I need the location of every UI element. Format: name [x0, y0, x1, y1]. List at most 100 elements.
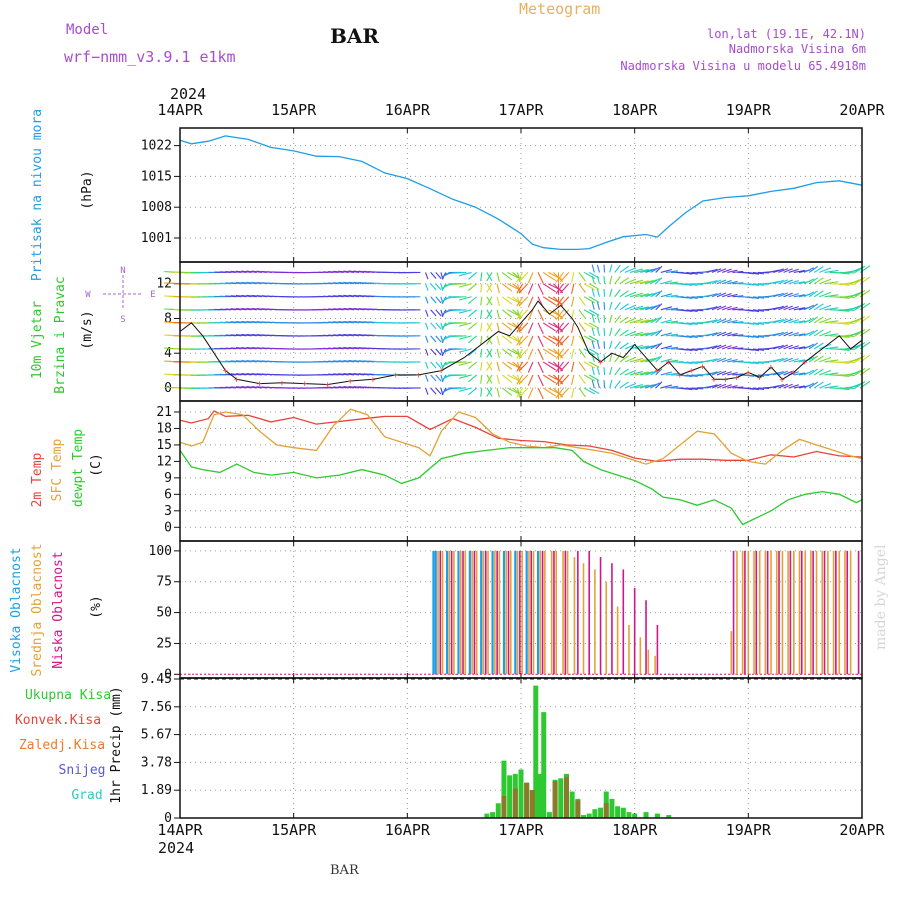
wind-arrow: [609, 353, 613, 363]
wind-calm-marker: +: [779, 375, 785, 385]
temp-ylabel-sfc: SFC Temp: [50, 439, 65, 502]
wind-arrow: [660, 280, 672, 285]
wind-arrow: [571, 348, 575, 360]
wind-arrow: [348, 333, 360, 337]
wind-arrow: [635, 268, 649, 273]
precip-legend-total: Ukupna Kisa: [25, 688, 111, 703]
wind-arrow: [722, 332, 732, 337]
wind-arrow: [430, 374, 437, 382]
wind-arrow: [496, 374, 500, 385]
wind-arrow: [716, 370, 727, 376]
wind-arrow: [813, 316, 824, 324]
wind-arrow: [246, 359, 257, 363]
wind-arrow: [516, 361, 524, 372]
wind-arrow: [516, 296, 524, 307]
wind-arrow: [333, 321, 344, 324]
temp-line-2: [179, 447, 863, 526]
wind-arrow: [333, 386, 344, 389]
wind-arrow: [686, 387, 698, 391]
wind-arrow: [783, 268, 793, 273]
wind-arrow: [430, 322, 437, 330]
wind-arrow: [660, 293, 672, 298]
wind-arrow: [773, 344, 784, 350]
wind-ylabel-2: Brzina i Pravac: [53, 276, 68, 393]
wind-arrow: [773, 292, 784, 298]
wind-arrow: [512, 283, 523, 292]
temp-line-0: [179, 410, 863, 463]
wind-arrow: [629, 268, 643, 273]
wind-arrow: [747, 361, 760, 365]
wind-calm-marker: +: [768, 363, 774, 373]
precip-bar-total: [620, 807, 626, 818]
wind-arrow: [486, 374, 493, 384]
y-tick-label: 3: [164, 504, 172, 519]
wind-arrow: [665, 333, 679, 337]
wind-arrow: [468, 309, 478, 318]
precip-legend-frz: Zaledj.Kisa: [19, 738, 105, 753]
wind-arrow: [650, 343, 661, 350]
wind-arrow: [819, 267, 832, 273]
wind-arrow: [783, 344, 793, 350]
wind-arrow: [727, 372, 738, 376]
wind-arrow: [501, 374, 513, 383]
wind-arrow: [578, 387, 586, 398]
wind-arrow: [583, 361, 596, 369]
wind-calm-marker: +: [654, 367, 660, 377]
wind-arrow: [496, 335, 500, 346]
wind-arrow: [660, 319, 672, 324]
wind-arrow: [624, 369, 637, 376]
wind-arrow: [583, 283, 596, 291]
wind-arrow: [619, 381, 629, 389]
precip-bar-conv: [552, 781, 558, 818]
wind-arrow: [803, 317, 815, 324]
coords-label: lon,lat (19.1E, 42.1N): [707, 27, 866, 41]
wind-arrow: [560, 309, 570, 320]
y-tick-label: 1022: [141, 139, 172, 154]
wind-arrow: [328, 271, 339, 273]
wind-arrow: [665, 385, 679, 389]
wind-arrow: [706, 306, 718, 311]
wind-arrow: [778, 268, 789, 273]
y-tick-label: 6: [164, 487, 172, 502]
wind-arrow: [527, 309, 534, 321]
wind-arrow: [793, 385, 806, 389]
wind-arrow: [655, 290, 663, 298]
wind-arrow: [328, 321, 339, 324]
wind-arrow: [635, 332, 649, 337]
panel-pressure: 1001 1008 1015 1022: [141, 128, 863, 262]
wind-arrow: [430, 272, 437, 279]
wind-arrow: [518, 374, 529, 385]
y-tick-label: 1008: [141, 200, 172, 215]
wind-arrow: [343, 386, 354, 389]
wind-arrow: [496, 348, 500, 359]
wind-arrow: [813, 290, 824, 298]
precip-bar-conv: [501, 795, 507, 818]
wind-arrow: [854, 276, 866, 285]
wind-arrow: [660, 345, 672, 350]
wind-arrow: [596, 367, 600, 376]
wind-arrow: [834, 296, 850, 299]
wind-arrow: [727, 319, 738, 324]
precip-bar-total: [484, 813, 490, 818]
wind-arrow: [716, 331, 727, 337]
wind-arrow: [603, 275, 606, 284]
wind-arrow: [793, 372, 806, 376]
wind-arrow: [773, 331, 784, 337]
wind-arrow: [235, 320, 247, 324]
wind-arrow: [453, 283, 467, 285]
wind-arrow: [716, 279, 727, 285]
wind-arrow: [711, 344, 722, 350]
wind-arrow: [706, 280, 718, 285]
wind-arrow: [235, 373, 247, 376]
wind-arrow: [849, 317, 863, 324]
wind-arrow: [645, 279, 658, 285]
wind-arrow: [338, 373, 349, 376]
wind-arrow: [596, 315, 600, 323]
wind-arrow: [583, 348, 596, 356]
wind-arrow: [555, 335, 565, 347]
wind-arrow: [486, 387, 493, 397]
wind-arrow: [518, 309, 529, 320]
wind-arrow: [583, 335, 596, 343]
wind-arrow: [516, 309, 524, 320]
wind-arrow: [849, 330, 863, 337]
